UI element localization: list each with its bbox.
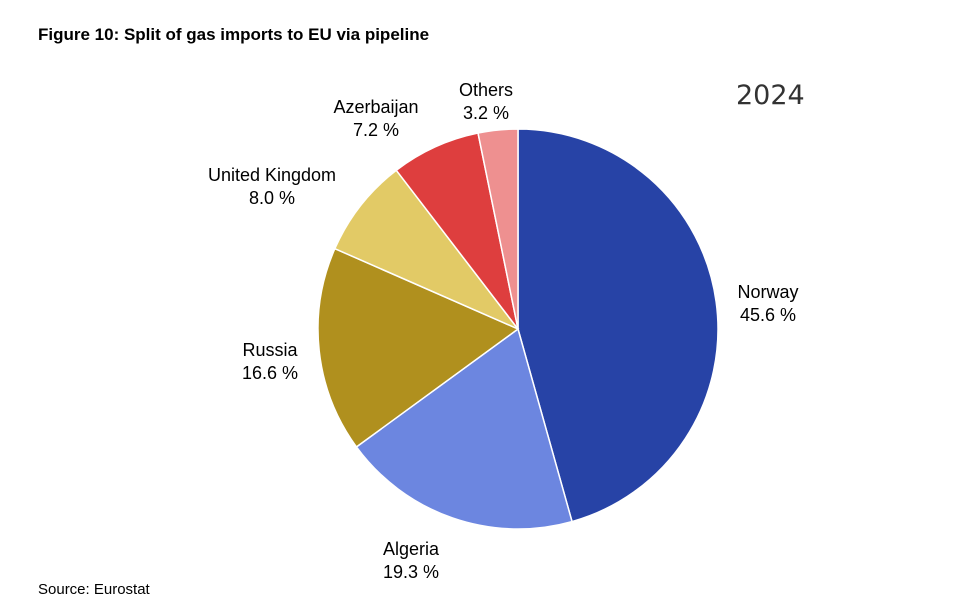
pie-slice-norway xyxy=(517,128,719,523)
pie-slice-algeria xyxy=(355,327,573,530)
slice-value-label: 7.2 % xyxy=(353,120,399,140)
slice-label: Russia xyxy=(242,340,298,360)
slice-value-label: 16.6 % xyxy=(242,363,298,383)
pie-slice-united-kingdom xyxy=(333,169,519,330)
slice-label: United Kingdom xyxy=(208,165,336,185)
slice-value-label: 19.3 % xyxy=(383,562,439,582)
slice-value-label: 45.6 % xyxy=(740,305,796,325)
pie-slice-others xyxy=(477,128,519,330)
slice-label: Algeria xyxy=(383,539,440,559)
chart-title: Figure 10: Split of gas imports to EU vi… xyxy=(38,25,430,44)
chart-source: Source: Eurostat xyxy=(38,581,150,598)
pie-slice-russia xyxy=(317,247,520,448)
pie-slices xyxy=(317,128,719,530)
slice-label: Others xyxy=(459,80,513,100)
chart-year: 2024 xyxy=(736,80,805,111)
slice-label: Azerbaijan xyxy=(333,97,418,117)
pie-labels: Norway 45.6 % Algeria 19.3 % Russia 16.6 % Uni… xyxy=(208,80,799,582)
slice-label: Norway xyxy=(737,282,798,302)
slice-value-label: 8.0 % xyxy=(249,188,295,208)
slice-value-label: 3.2 % xyxy=(463,103,509,123)
